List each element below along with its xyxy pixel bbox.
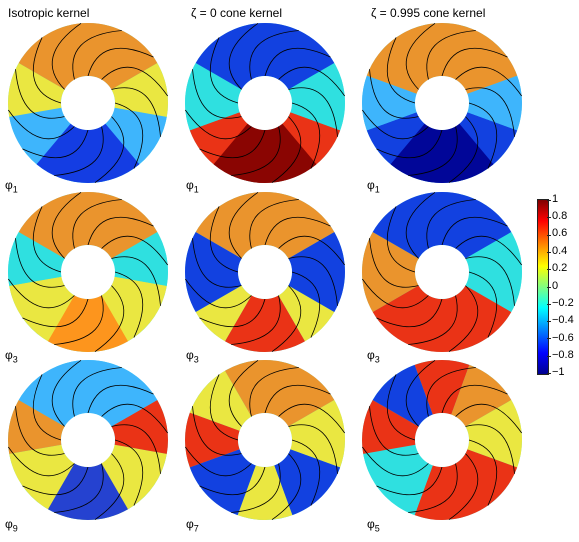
panel-label: φ7	[186, 517, 199, 534]
colorbar-tick-label: 0.4	[552, 245, 568, 257]
colorbar-tick-label: 0.2	[552, 262, 568, 274]
colorbar-tickmark	[547, 338, 551, 340]
colorbar-tickmark	[547, 234, 551, 236]
colorbar-tick-label: 0	[552, 280, 559, 292]
annulus-plot-cone0995-phi5	[357, 355, 527, 525]
column-title-isotropic: Isotropic kernel	[8, 6, 90, 20]
panel-label: φ3	[367, 348, 380, 365]
colorbar-tick-label: 0.6	[552, 227, 568, 239]
colorbar-tickmark	[547, 217, 551, 219]
column-title-cone-zeta-0995: ζ = 0.995 cone kernel	[371, 6, 486, 20]
colorbar-tickmark	[547, 355, 551, 357]
annulus-plot-isotropic-phi3	[3, 187, 173, 357]
panel-label: φ1	[367, 178, 380, 195]
panel-label: φ3	[186, 348, 199, 365]
colorbar-tickmark	[547, 200, 551, 201]
colorbar-tick-label: −0.6	[552, 332, 574, 344]
panel-label: φ1	[186, 178, 199, 195]
colorbar-tickmark	[547, 286, 551, 288]
colorbar-tickmark	[547, 303, 551, 305]
panel-label: φ1	[5, 178, 18, 195]
annulus-plot-cone0995-phi1	[357, 18, 527, 188]
colorbar-tick-label: −0.4	[552, 314, 574, 326]
colorbar-tick-label: −0.8	[552, 349, 574, 361]
column-title-cone-zeta-0: ζ = 0 cone kernel	[191, 6, 283, 20]
panel-label: φ3	[5, 348, 18, 365]
panel-label: φ9	[5, 517, 18, 534]
colorbar-tickmark	[547, 373, 551, 374]
colorbar-tick-label: −0.2	[552, 297, 574, 309]
colorbar-tick-label: −1	[552, 366, 565, 378]
colorbar-tickmark	[547, 321, 551, 323]
annulus-plot-isotropic-phi9	[3, 355, 173, 525]
colorbar-tick-label: 1	[552, 193, 559, 205]
colorbar-tick-label: 0.8	[552, 210, 568, 222]
annulus-plot-cone0995-phi3	[357, 187, 527, 357]
colorbar-tickmark	[547, 269, 551, 271]
colorbar-tickmark	[547, 251, 551, 253]
annulus-plot-isotropic-phi1	[3, 18, 173, 188]
annulus-plot-cone0-phi7	[180, 355, 350, 525]
annulus-plot-cone0-phi3	[180, 187, 350, 357]
annulus-plot-cone0-phi1	[180, 18, 350, 188]
panel-label: φ5	[367, 517, 380, 534]
